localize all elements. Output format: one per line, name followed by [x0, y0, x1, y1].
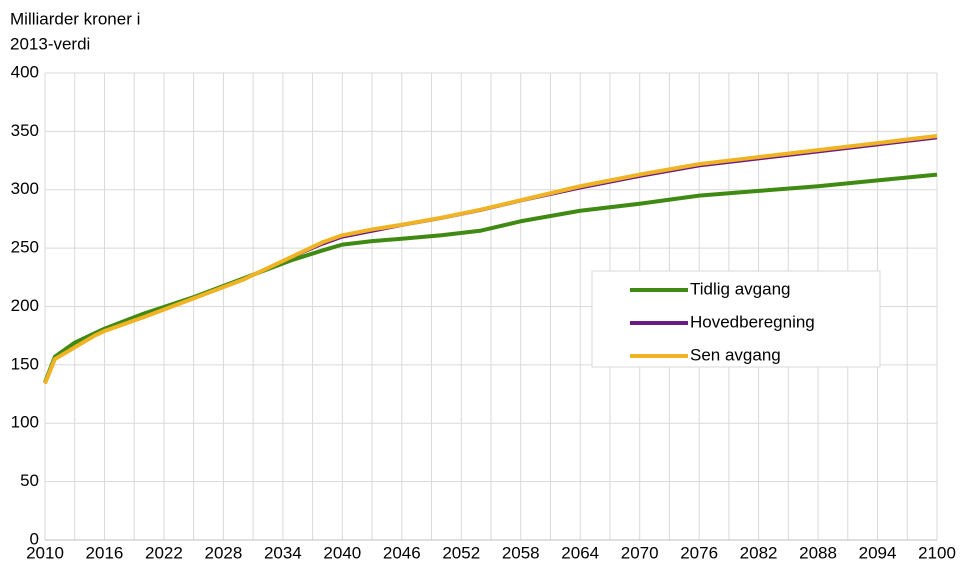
y-tick-label: 250: [11, 238, 39, 257]
y-tick-label: 0: [30, 529, 39, 548]
x-tick-label: 2010: [26, 543, 64, 562]
x-tick-label: 2064: [561, 543, 599, 562]
series-line: [43, 134, 938, 385]
y-tick-label: 350: [11, 121, 39, 140]
x-tick-label: 2076: [680, 543, 718, 562]
y-axis-label: Milliarder kroner i: [10, 9, 140, 28]
x-tick-label: 2028: [204, 543, 242, 562]
legend-label: Sen avgang: [690, 345, 781, 364]
x-tick-label: 2040: [323, 543, 361, 562]
x-tick-label: 2046: [383, 543, 421, 562]
y-tick-label: 100: [11, 413, 39, 432]
x-tick-label: 2016: [86, 543, 124, 562]
x-tick-label: 2058: [502, 543, 540, 562]
y-tick-label: 150: [11, 354, 39, 373]
y-axis-label: 2013-verdi: [10, 34, 90, 53]
x-tick-label: 2034: [264, 543, 302, 562]
y-tick-label: 300: [11, 179, 39, 198]
x-tick-label: 2070: [621, 543, 659, 562]
legend-label: Tidlig avgang: [690, 279, 791, 298]
x-tick-label: 2094: [859, 543, 897, 562]
legend-label: Hovedberegning: [690, 312, 815, 331]
x-tick-label: 2052: [442, 543, 480, 562]
x-tick-label: 2022: [145, 543, 183, 562]
y-tick-label: 200: [11, 296, 39, 315]
y-tick-label: 400: [11, 62, 39, 81]
legend: [591, 270, 881, 368]
x-tick-label: 2088: [799, 543, 837, 562]
series-line: [43, 172, 938, 384]
x-tick-label: 2082: [740, 543, 778, 562]
y-tick-label: 50: [20, 471, 39, 490]
x-tick-label: 2100: [918, 543, 956, 562]
